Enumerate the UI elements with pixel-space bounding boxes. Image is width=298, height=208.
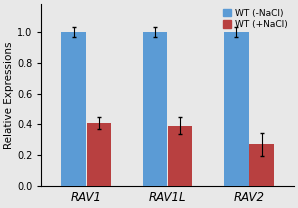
Y-axis label: Relative Expressions: Relative Expressions: [4, 41, 14, 149]
Bar: [86, 123, 111, 186]
Bar: [224, 32, 249, 186]
Bar: [168, 126, 193, 186]
Bar: [61, 32, 86, 186]
Bar: [249, 144, 274, 186]
Bar: [143, 32, 167, 186]
Legend: WT (-NaCl), WT (+NaCl): WT (-NaCl), WT (+NaCl): [221, 7, 289, 31]
